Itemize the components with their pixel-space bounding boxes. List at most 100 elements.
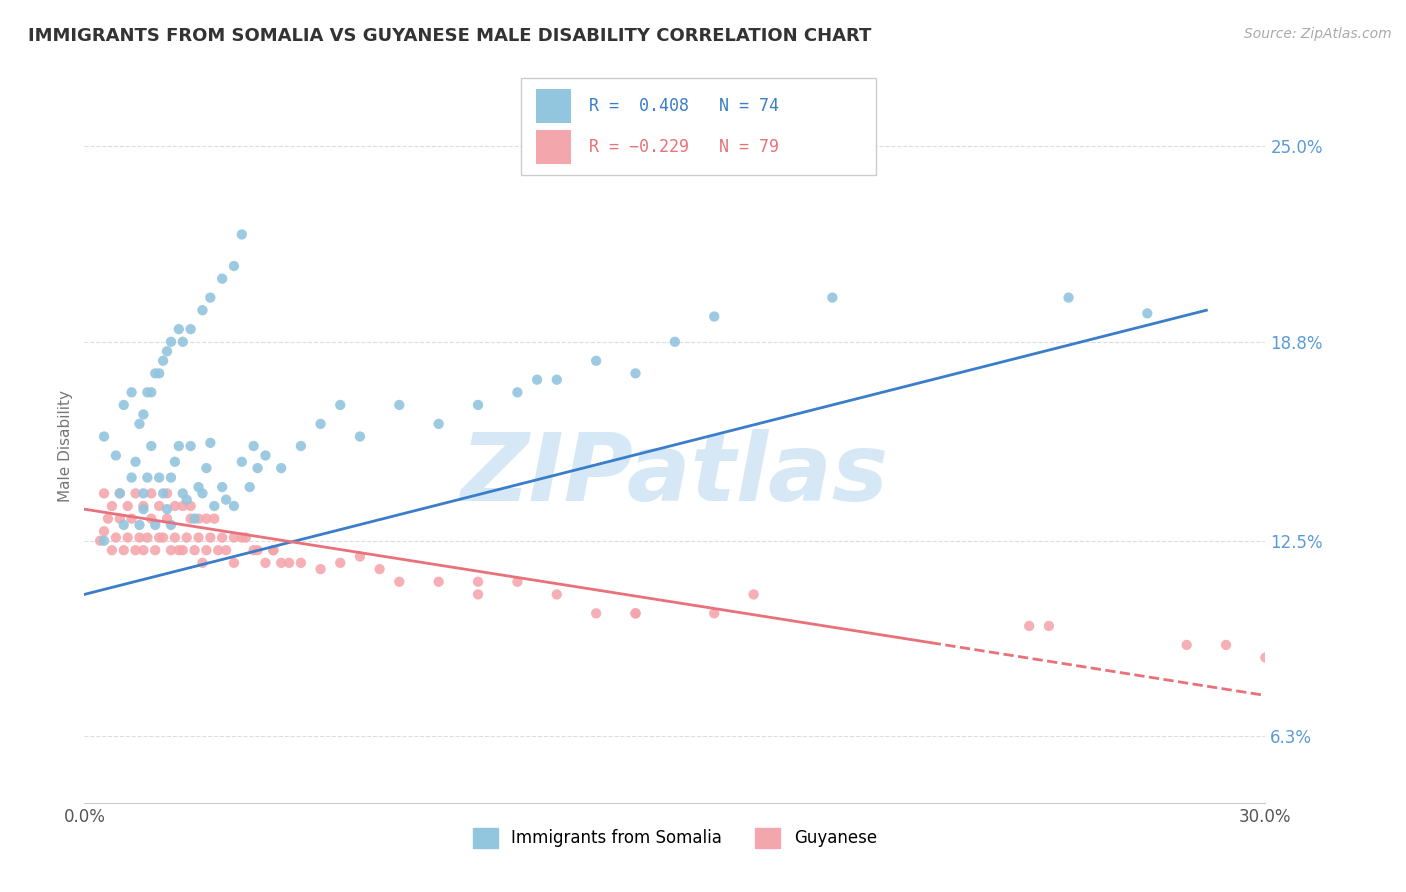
Point <box>585 607 607 621</box>
Point <box>191 556 214 570</box>
Point <box>703 607 725 621</box>
Point <box>108 486 131 500</box>
Point <box>156 502 179 516</box>
Point <box>141 385 163 400</box>
Point <box>742 587 765 601</box>
Point <box>388 398 411 412</box>
Point <box>546 373 568 387</box>
Point <box>152 486 174 500</box>
Point <box>121 511 143 525</box>
Point <box>180 439 202 453</box>
Point <box>93 524 115 539</box>
Point <box>222 531 245 545</box>
Point <box>1254 650 1277 665</box>
Bar <box>522 78 876 175</box>
Point <box>1038 619 1060 633</box>
Point <box>167 439 190 453</box>
Point <box>290 556 312 570</box>
Point <box>624 367 647 381</box>
Point <box>141 511 163 525</box>
Point <box>172 543 194 558</box>
Point <box>290 439 312 453</box>
Point <box>526 373 548 387</box>
Point <box>191 303 214 318</box>
Point <box>180 322 202 336</box>
Point <box>309 562 332 576</box>
Point <box>231 531 253 545</box>
Point <box>132 499 155 513</box>
Point <box>176 492 198 507</box>
Text: R = −0.229   N = 79: R = −0.229 N = 79 <box>589 138 779 156</box>
Point <box>246 461 269 475</box>
Point <box>215 543 238 558</box>
Point <box>467 398 489 412</box>
Point <box>187 531 209 545</box>
Point <box>195 543 218 558</box>
Point <box>187 511 209 525</box>
Point <box>132 502 155 516</box>
Text: Source: ZipAtlas.com: Source: ZipAtlas.com <box>1244 27 1392 41</box>
Point <box>163 531 186 545</box>
Y-axis label: Male Disability: Male Disability <box>58 390 73 502</box>
Point <box>183 511 205 525</box>
Point <box>368 562 391 576</box>
Point <box>117 531 139 545</box>
Point <box>1136 306 1159 320</box>
Point <box>156 511 179 525</box>
Point <box>121 470 143 484</box>
Point <box>211 480 233 494</box>
Point <box>231 227 253 242</box>
Point <box>235 531 257 545</box>
Bar <box>536 89 571 123</box>
Point <box>1175 638 1198 652</box>
Point <box>624 607 647 621</box>
Point <box>97 511 120 525</box>
Point <box>93 486 115 500</box>
Point <box>222 259 245 273</box>
Point <box>187 480 209 494</box>
Point <box>101 499 124 513</box>
Point <box>254 449 277 463</box>
Point <box>309 417 332 431</box>
Point <box>128 417 150 431</box>
Point <box>200 291 222 305</box>
Point <box>349 429 371 443</box>
Point <box>195 461 218 475</box>
Point <box>270 461 292 475</box>
Point <box>202 511 225 525</box>
Point <box>200 531 222 545</box>
Bar <box>536 130 571 164</box>
Point <box>132 408 155 422</box>
Point <box>132 486 155 500</box>
Point <box>211 531 233 545</box>
Point <box>242 439 264 453</box>
Point <box>207 543 229 558</box>
Point <box>664 334 686 349</box>
Point <box>143 543 166 558</box>
Point <box>349 549 371 564</box>
Point <box>143 367 166 381</box>
Point <box>132 543 155 558</box>
Point <box>112 398 135 412</box>
Point <box>117 499 139 513</box>
Point <box>104 449 127 463</box>
Point <box>329 398 352 412</box>
Point <box>124 543 146 558</box>
Point <box>246 543 269 558</box>
Point <box>152 353 174 368</box>
Point <box>200 435 222 450</box>
Point <box>821 291 844 305</box>
Point <box>180 511 202 525</box>
Point <box>329 556 352 570</box>
Text: R =  0.408   N = 74: R = 0.408 N = 74 <box>589 97 779 115</box>
Point <box>121 385 143 400</box>
Point <box>93 429 115 443</box>
Point <box>506 385 529 400</box>
Point <box>242 543 264 558</box>
Point <box>427 417 450 431</box>
Point <box>183 543 205 558</box>
Point <box>172 499 194 513</box>
Point <box>160 517 183 532</box>
Point <box>231 455 253 469</box>
Point <box>163 499 186 513</box>
